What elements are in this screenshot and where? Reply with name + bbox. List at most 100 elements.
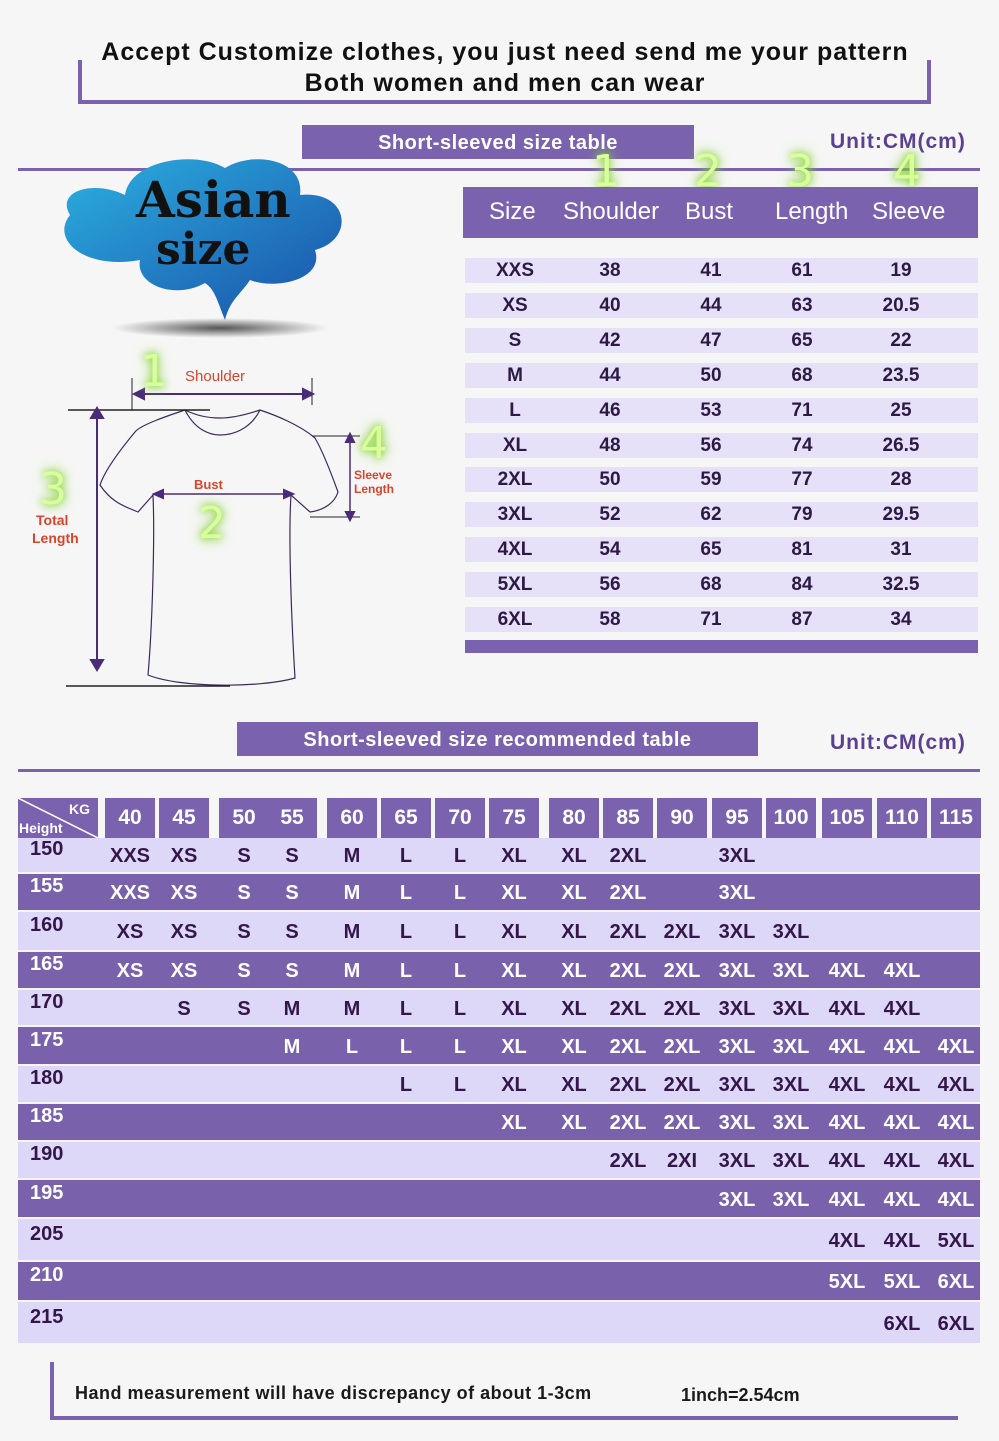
weight-header: 105 [822, 798, 872, 838]
height-label: 155 [30, 875, 64, 897]
size-recommendation: M [343, 845, 361, 867]
size-cell: 31 [890, 539, 912, 561]
size-recommendation: XL [561, 845, 587, 867]
size-recommendation: 5XL [937, 1229, 975, 1252]
size-recommendation: XL [561, 882, 587, 904]
size-recommendation: XS [170, 921, 198, 943]
size-cell: 58 [599, 609, 621, 630]
size-recommendation: XS [116, 921, 144, 943]
size-row: 4XL 54 65 81 31 [465, 537, 978, 563]
bust-label: Bust [194, 477, 223, 492]
size-recommendation: 2XL [609, 921, 647, 943]
size-recommendation: XS [116, 960, 144, 982]
size-cell: XL [502, 434, 528, 456]
size-recommendation: 3XL [718, 1112, 756, 1134]
size-cell: 84 [791, 574, 813, 596]
col-size: Size [489, 198, 536, 225]
size-cell: 29.5 [882, 504, 920, 526]
header-line1: Accept Customize clothes, you just need … [101, 38, 909, 66]
size-recommendation: 6XL [883, 1312, 921, 1335]
total-length-number: 3 [39, 464, 67, 515]
size-recommendation: 3XL [772, 997, 810, 1020]
size-recommendation: XL [501, 882, 527, 904]
size-recommendation: S [237, 921, 251, 943]
size-row: XL 48 56 74 26.5 [465, 432, 978, 458]
size-recommendation: L [453, 921, 467, 943]
size-row: XXS 38 41 61 19 [465, 258, 978, 283]
height-label: 195 [30, 1181, 64, 1204]
footer-frame [50, 1362, 958, 1420]
rec-row: 165 XS XS S S M L L XL XL 2XL 2XL 3XL 3XL 4XL 4XL [18, 952, 980, 988]
size-recommendation: L [399, 882, 413, 904]
size-recommendation: XL [501, 1035, 527, 1058]
size-cell: 46 [599, 399, 621, 421]
size-table-title: Short-sleeved size table [302, 125, 694, 159]
bust-number: 2 [198, 498, 226, 549]
height-label: 185 [30, 1105, 64, 1127]
size-row: 5XL 56 68 84 32.5 [465, 572, 978, 598]
height-label: 180 [30, 1067, 64, 1089]
size-cell: 53 [700, 399, 722, 421]
sleeve-label2: Length [354, 482, 394, 496]
rec-table-unit: Unit:CM(cm) [830, 731, 966, 754]
size-cell: 63 [791, 294, 813, 316]
weight-header: 60 [327, 798, 377, 838]
size-cell: 81 [791, 539, 813, 561]
rec-row: 150 XXS XS S S M L L XL XL 2XL 3XL [18, 838, 980, 872]
col-shoulder: Shoulder [563, 198, 660, 225]
size-cell: 62 [700, 504, 722, 526]
rec-row: 205 4XL 4XL 5XL [18, 1219, 980, 1260]
size-recommendation: XL [501, 997, 527, 1020]
size-cell: 47 [700, 329, 722, 351]
col-length: Length [775, 198, 849, 225]
size-row: 6XL 58 71 87 34 [465, 607, 978, 632]
size-recommendation: XL [561, 1035, 587, 1058]
size-cell: 56 [599, 574, 621, 596]
size-recommendation: 6XL [937, 1271, 975, 1293]
footer-note: Hand measurement will have discrepancy o… [75, 1383, 592, 1403]
size-recommendation: M [343, 960, 361, 982]
size-recommendation: XL [501, 921, 527, 943]
weight-header: 80 [549, 798, 599, 838]
rec-row: 190 2XL 2XI 3XL 3XL 4XL 4XL 4XL [18, 1142, 980, 1178]
size-recommendation: 4XL [828, 1229, 866, 1252]
diagonal-line-icon [18, 798, 98, 838]
size-recommendation: 2XI [666, 1150, 698, 1172]
rec-row: 170 S S M M L L XL XL 2XL 2XL 3XL 3XL 4XL 4XL [18, 990, 980, 1025]
weight-header: 45 [159, 798, 209, 838]
size-cell: 5XL [497, 574, 533, 596]
size-recommendation: 3XL [772, 1112, 810, 1134]
size-recommendation: 4XL [828, 1074, 866, 1096]
height-label: 170 [30, 990, 64, 1013]
size-recommendation: XL [561, 1074, 587, 1096]
footer-conversion: 1inch=2.54cm [681, 1385, 800, 1405]
size-cell: 20.5 [882, 294, 920, 316]
size-recommendation: 3XL [718, 960, 756, 982]
divider [18, 168, 980, 171]
size-recommendation: S [285, 882, 299, 904]
size-cell: 32.5 [882, 574, 920, 596]
size-recommendation: 3XL [718, 1074, 756, 1096]
size-cell: 50 [599, 469, 621, 491]
size-recommendation: 4XL [883, 1188, 921, 1211]
size-recommendation: M [283, 997, 301, 1020]
size-cell: 28 [890, 469, 912, 491]
size-cell: 3XL [497, 504, 533, 526]
size-cell: 34 [890, 609, 912, 630]
size-recommendation: 4XL [883, 1229, 921, 1252]
size-recommendation: L [453, 960, 467, 982]
size-recommendation: 5XL [883, 1271, 921, 1293]
weight-header: 55 [267, 798, 317, 838]
size-recommendation: XL [501, 960, 527, 982]
size-table-unit: Unit:CM(cm) [830, 130, 966, 153]
size-cell: 59 [700, 469, 722, 491]
size-recommendation: 2XL [609, 997, 647, 1020]
corner-kg: KG [69, 801, 90, 817]
height-label: 150 [30, 838, 64, 860]
size-recommendation: 4XL [828, 1035, 866, 1058]
size-recommendation: M [343, 921, 361, 943]
weight-header: 95 [712, 798, 762, 838]
size-recommendation: L [399, 921, 413, 943]
size-recommendation: 3XL [772, 1074, 810, 1096]
weight-header: 65 [381, 798, 431, 838]
